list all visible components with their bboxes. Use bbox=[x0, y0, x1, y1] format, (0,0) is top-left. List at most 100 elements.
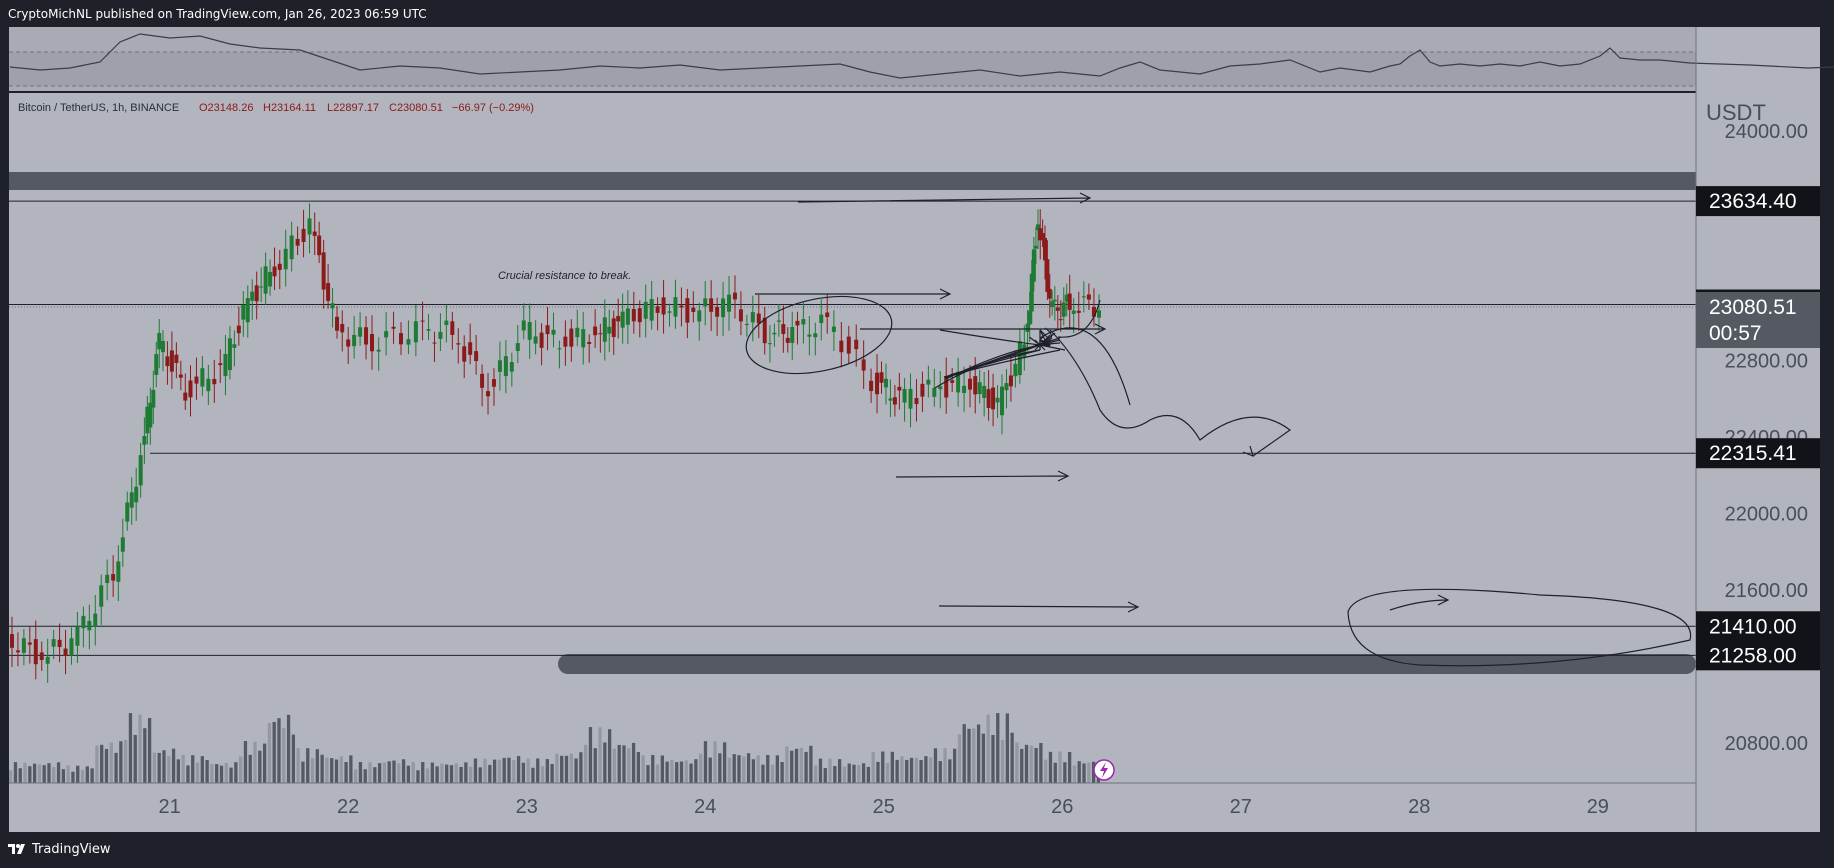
price-tick: 20800.00 bbox=[1725, 733, 1808, 755]
volume-bar bbox=[828, 758, 832, 783]
volume-bar bbox=[411, 762, 415, 783]
volume-bar bbox=[938, 761, 942, 783]
lightning-icon[interactable] bbox=[1093, 759, 1115, 781]
volume-bar bbox=[1087, 762, 1091, 783]
volume-bar bbox=[665, 761, 669, 783]
candle-body bbox=[358, 327, 363, 337]
candle-body bbox=[1047, 288, 1052, 299]
candle-body bbox=[643, 301, 648, 319]
volume-bar bbox=[502, 757, 506, 783]
volume-bar bbox=[540, 766, 545, 783]
volume-bar bbox=[718, 753, 722, 783]
candle-body bbox=[756, 313, 761, 324]
candle-body bbox=[138, 455, 143, 486]
candle-body bbox=[178, 374, 183, 378]
volume-bar bbox=[37, 764, 42, 783]
volume-bar bbox=[181, 755, 185, 783]
projection-drawings bbox=[895, 327, 1692, 667]
volume-bar bbox=[488, 764, 492, 783]
volume-bar bbox=[770, 764, 775, 783]
candles bbox=[9, 203, 1102, 683]
volume-bar bbox=[425, 768, 430, 783]
candle-body bbox=[902, 388, 907, 403]
price-tick: 22000.00 bbox=[1725, 503, 1808, 525]
candle-body bbox=[950, 380, 955, 383]
volume-bar bbox=[56, 762, 61, 783]
candle-body bbox=[301, 228, 306, 242]
candle-body bbox=[474, 351, 479, 362]
candle-body bbox=[307, 218, 312, 235]
volume-bar bbox=[325, 757, 329, 783]
candle-body bbox=[616, 316, 621, 322]
candle-body bbox=[134, 486, 139, 503]
candle-body bbox=[744, 323, 749, 325]
candle-body bbox=[398, 333, 403, 345]
footer-brand: TradingView bbox=[32, 842, 111, 857]
candle-body bbox=[575, 327, 580, 338]
candle-body bbox=[772, 332, 777, 335]
chart-frame[interactable] bbox=[9, 27, 1820, 832]
volume-bar bbox=[1010, 732, 1014, 783]
candle-body bbox=[384, 331, 389, 338]
trend-drawing bbox=[939, 329, 1043, 346]
volume-bar bbox=[794, 748, 799, 783]
candle-body bbox=[491, 379, 496, 387]
volume-bar bbox=[282, 727, 286, 783]
volume-bar bbox=[387, 761, 391, 783]
candle-body bbox=[391, 326, 396, 329]
volume-bar bbox=[13, 762, 18, 783]
trend-drawing bbox=[1039, 329, 1046, 341]
candle-body bbox=[346, 339, 351, 347]
price-tick: 22800.00 bbox=[1725, 351, 1808, 373]
volume-bar bbox=[119, 741, 123, 783]
volume-bar bbox=[847, 763, 851, 783]
trend-drawing bbox=[1034, 339, 1041, 346]
candle-body bbox=[263, 266, 268, 294]
volume-bar bbox=[435, 766, 439, 783]
candle-body bbox=[438, 331, 443, 339]
volume-bar bbox=[1005, 713, 1009, 783]
volume-bar bbox=[598, 727, 602, 783]
volume-bar bbox=[631, 742, 636, 783]
volume-bar bbox=[28, 766, 32, 783]
price-axis[interactable]: USDT 24000.0022800.0022400.0022000.00216… bbox=[1695, 27, 1820, 832]
candle-body bbox=[968, 378, 973, 390]
candle-body bbox=[232, 344, 237, 348]
time-axis[interactable]: 21 22 23 24 25 26 27 28 29 bbox=[9, 782, 1696, 818]
candle-body bbox=[991, 387, 996, 410]
volume-bar bbox=[775, 755, 779, 783]
volume-bar bbox=[406, 765, 411, 783]
volume-bar bbox=[80, 769, 85, 783]
volume-bar bbox=[1072, 765, 1077, 783]
trend-drawing bbox=[1039, 327, 1131, 406]
volume-bar bbox=[330, 758, 334, 783]
candle-body bbox=[250, 291, 255, 301]
time-tick: 21 bbox=[159, 796, 181, 818]
symbol-legend[interactable]: Bitcoin / TetherUS, 1h, BINANCE O23148.2… bbox=[18, 102, 534, 114]
candle-body bbox=[785, 337, 790, 343]
candle-body bbox=[732, 292, 737, 300]
candle-body bbox=[289, 235, 294, 260]
volume-bar bbox=[301, 761, 305, 783]
volume-bar bbox=[948, 759, 952, 783]
candle-body bbox=[655, 306, 660, 313]
price-label bbox=[1696, 611, 1820, 642]
volume-bar bbox=[9, 770, 13, 783]
candle-body bbox=[420, 320, 425, 322]
trend-drawing bbox=[1039, 344, 1066, 351]
candle-body bbox=[611, 318, 616, 337]
candle-body bbox=[1031, 249, 1036, 282]
crucial-resistance-label: Crucial resistance to break. bbox=[498, 270, 631, 282]
volume-bar bbox=[219, 765, 224, 783]
candle-body bbox=[1027, 310, 1032, 325]
volume-bar bbox=[612, 748, 617, 783]
legend-low: L22897.17 bbox=[327, 102, 379, 114]
candle-body bbox=[116, 561, 121, 582]
volume-bar bbox=[694, 759, 698, 783]
volume-bar bbox=[1044, 759, 1048, 783]
volume-bar bbox=[358, 762, 363, 783]
candle-body bbox=[557, 348, 562, 350]
candle-body bbox=[545, 325, 550, 335]
volume-bar bbox=[315, 749, 319, 783]
